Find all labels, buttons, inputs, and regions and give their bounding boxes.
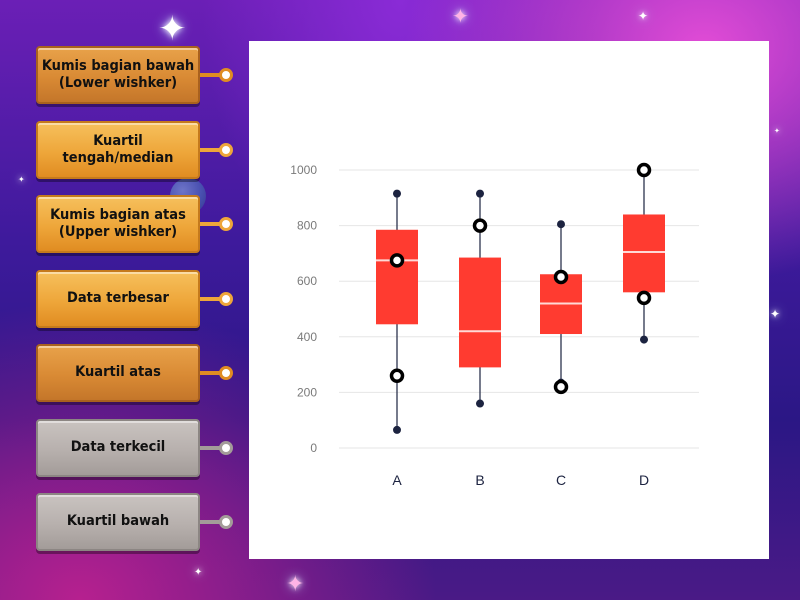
drop-target-ring[interactable] bbox=[389, 253, 405, 268]
card-connector bbox=[200, 520, 220, 524]
box-A bbox=[376, 229, 418, 325]
answer-card-label: Kuartil atas bbox=[75, 364, 161, 381]
x-category-label: B bbox=[475, 472, 484, 488]
answer-card-label: Data terkecil bbox=[70, 439, 166, 456]
drop-target-ring[interactable] bbox=[553, 379, 569, 395]
sparkle-icon: ✦ bbox=[286, 572, 305, 597]
min-point bbox=[640, 335, 648, 344]
drop-target-ring[interactable] bbox=[472, 218, 488, 233]
connector-knob[interactable] bbox=[219, 143, 233, 157]
answer-card-label: Kuartil bawah bbox=[66, 513, 170, 530]
sparkle-icon: ✦ bbox=[638, 9, 649, 23]
answer-card[interactable]: Data terkecil bbox=[36, 419, 200, 477]
answer-card-label: Kumis bagian bawah (Lower wishker) bbox=[41, 57, 195, 91]
max-point bbox=[557, 220, 565, 229]
box-plot-chart: 0 200 400 600 800 1000 A B C D bbox=[290, 162, 699, 488]
sparkle-icon: ✦ bbox=[194, 567, 203, 578]
sparkle-icon: ✦ bbox=[18, 175, 25, 184]
x-category-label: D bbox=[639, 472, 649, 488]
answer-card[interactable]: Kumis bagian atas (Upper wishker) bbox=[36, 195, 200, 253]
card-connector bbox=[200, 148, 220, 152]
x-category-label: A bbox=[392, 472, 402, 488]
y-tick-label: 200 bbox=[297, 385, 317, 399]
answer-card-label: Data terbesar bbox=[67, 290, 169, 307]
y-tick-label: 0 bbox=[310, 441, 317, 455]
card-connector bbox=[200, 446, 220, 450]
drop-target-ring[interactable] bbox=[636, 290, 652, 306]
answer-card[interactable]: Kumis bagian bawah (Lower wishker) bbox=[36, 46, 200, 104]
drop-target-ring[interactable] bbox=[389, 368, 405, 383]
min-point bbox=[476, 399, 484, 408]
answer-card-label: Kumis bagian atas (Upper wishker) bbox=[50, 206, 186, 240]
sparkle-icon: ✦ bbox=[770, 307, 781, 321]
connector-knob[interactable] bbox=[219, 292, 233, 306]
box-B bbox=[459, 257, 501, 368]
answer-card[interactable]: Kuartil tengah/median bbox=[36, 121, 200, 179]
connector-knob[interactable] bbox=[219, 515, 233, 529]
answer-card[interactable]: Data terbesar bbox=[36, 270, 200, 328]
connector-knob[interactable] bbox=[219, 366, 233, 380]
max-point bbox=[393, 189, 401, 198]
card-connector bbox=[200, 371, 220, 375]
connector-knob[interactable] bbox=[219, 217, 233, 231]
card-connector bbox=[200, 297, 220, 301]
connector-knob[interactable] bbox=[219, 68, 233, 82]
box-D bbox=[623, 214, 665, 293]
sparkle-icon: ✦ bbox=[452, 4, 469, 28]
y-tick-label: 600 bbox=[297, 274, 317, 288]
drop-target-ring[interactable] bbox=[553, 269, 569, 285]
answer-card[interactable]: Kuartil atas bbox=[36, 344, 200, 402]
min-point bbox=[393, 425, 401, 434]
connector-knob[interactable] bbox=[219, 441, 233, 455]
drop-target-ring[interactable] bbox=[636, 162, 652, 178]
sparkle-icon: ✦ bbox=[158, 9, 187, 49]
card-connector bbox=[200, 222, 220, 226]
x-category-label: C bbox=[556, 472, 566, 488]
y-tick-label: 1000 bbox=[290, 163, 317, 177]
card-connector bbox=[200, 73, 220, 77]
chart-panel: 0 200 400 600 800 1000 A B C D bbox=[249, 41, 769, 559]
y-tick-label: 400 bbox=[297, 330, 317, 344]
sparkle-icon: ✦ bbox=[774, 127, 780, 135]
max-point bbox=[476, 189, 484, 198]
y-tick-label: 800 bbox=[297, 219, 317, 233]
answer-card[interactable]: Kuartil bawah bbox=[36, 493, 200, 551]
answer-card-label: Kuartil tengah/median bbox=[62, 132, 174, 166]
